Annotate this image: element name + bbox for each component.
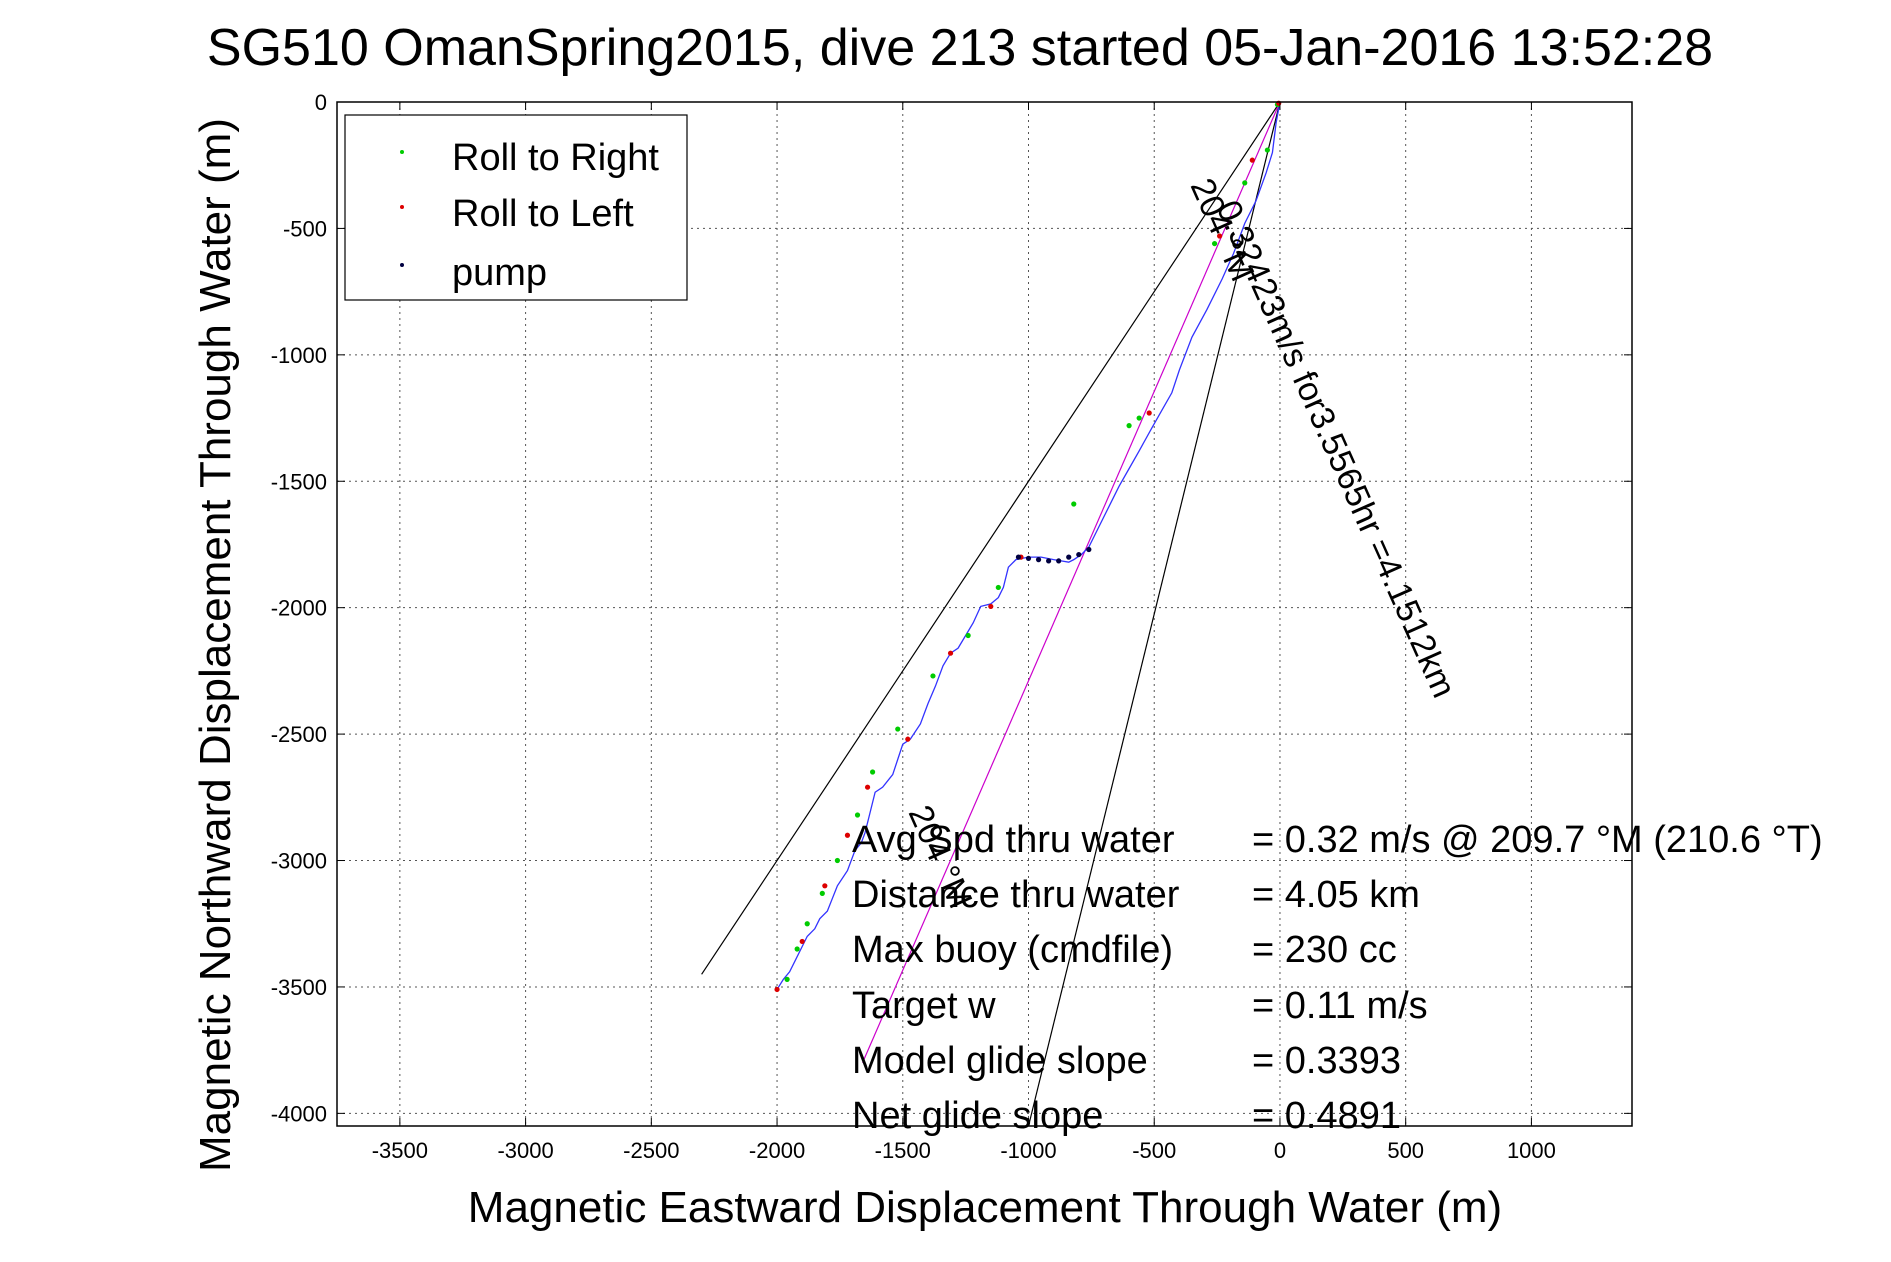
roll-right-marker <box>895 726 901 732</box>
x-tick-label: -3000 <box>497 1138 553 1163</box>
roll-left-marker <box>774 986 780 993</box>
roll-left-marker <box>1217 233 1223 239</box>
x-tick-label: 1000 <box>1507 1138 1556 1163</box>
chart-title: SG510 OmanSpring2015, dive 213 started 0… <box>207 19 1713 77</box>
reference-lines-layer <box>701 101 1281 1127</box>
y-tick-label: -1000 <box>271 343 327 368</box>
grid-layer <box>337 101 1632 1126</box>
roll-right-marker <box>1242 180 1248 186</box>
reference-line <box>861 101 1281 1064</box>
x-tick-label: 0 <box>1274 1138 1286 1163</box>
legend-marker-pump <box>400 263 404 267</box>
roll-right-marker <box>1211 240 1218 247</box>
roll-right-marker <box>854 812 861 818</box>
y-tick-label: 0 <box>315 90 327 115</box>
roll-right-marker <box>995 584 1001 591</box>
y-tick-label: -500 <box>283 216 327 241</box>
y-tick-label: -3500 <box>271 975 327 1000</box>
stats-block: Avg Spd thru water = 0.32 m/s @ 209.7 °M… <box>852 819 1823 1137</box>
roll-right-marker <box>965 632 971 639</box>
legend-label-roll-right: Roll to Right <box>452 137 659 179</box>
legend: Roll to Right Roll to Left pump <box>344 114 688 301</box>
roll-right-marker <box>1136 415 1142 421</box>
stat-label-target-w: Target w <box>852 985 996 1027</box>
roll-left-marker <box>822 883 828 889</box>
x-axis-label: Magnetic Eastward Displacement Through W… <box>468 1183 1502 1232</box>
roll-right-marker <box>1126 423 1132 429</box>
roll-left-marker <box>947 650 954 656</box>
stat-value-distance: = 4.05 km <box>1252 874 1420 916</box>
x-tick-label: -3500 <box>372 1138 428 1163</box>
y-tick-label: -1500 <box>271 469 327 494</box>
pump-marker <box>1086 546 1092 553</box>
roll-right-marker <box>1071 501 1077 507</box>
stat-value-net-glide: = 0.4891 <box>1252 1095 1401 1137</box>
x-tick-label: -1500 <box>875 1138 931 1163</box>
roll-left-marker <box>905 736 911 742</box>
roll-right-marker <box>1264 147 1270 153</box>
x-tick-label: -1000 <box>1000 1138 1056 1163</box>
x-tick-label: 500 <box>1387 1138 1424 1163</box>
roll-right-marker <box>870 769 876 775</box>
reference-line <box>701 101 1281 975</box>
legend-label-pump: pump <box>452 252 547 294</box>
stat-label-distance: Distance thru water <box>852 874 1180 916</box>
roll-right-marker <box>834 857 840 864</box>
stat-label-model-glide: Model glide slope <box>852 1040 1148 1082</box>
legend-marker-roll-right <box>400 150 404 154</box>
y-axis-label: Magnetic Northward Displacement Through … <box>191 118 240 1172</box>
roll-left-marker <box>988 603 994 610</box>
roll-right-marker <box>794 946 800 952</box>
x-tick-label: -2500 <box>623 1138 679 1163</box>
pump-marker <box>1015 554 1022 560</box>
pump-marker <box>1056 558 1062 564</box>
stat-value-max-buoy: = 230 cc <box>1252 929 1397 971</box>
roll-right-marker <box>804 921 810 927</box>
y-tick-label: -3000 <box>271 849 327 874</box>
legend-marker-roll-left <box>400 205 404 209</box>
roll-right-marker <box>784 976 790 982</box>
roll-left-marker <box>864 784 871 790</box>
roll-right-marker <box>819 890 825 896</box>
pump-marker <box>1076 551 1082 558</box>
stat-value-avg-speed: = 0.32 m/s @ 209.7 °M (210.6 °T) <box>1252 819 1823 861</box>
pump-marker <box>1035 557 1042 563</box>
x-tick-label: -500 <box>1132 1138 1176 1163</box>
x-tick-label: -2000 <box>749 1138 805 1163</box>
stat-label-net-glide: Net glide slope <box>852 1095 1103 1137</box>
pump-marker <box>1046 558 1052 564</box>
pump-marker <box>1066 554 1072 560</box>
y-tick-label: -2500 <box>271 722 327 747</box>
roll-left-marker <box>1249 157 1255 163</box>
legend-label-roll-left: Roll to Left <box>452 193 634 235</box>
roll-right-marker <box>930 673 936 679</box>
y-tick-label: -4000 <box>271 1101 327 1126</box>
pump-marker <box>1025 555 1032 561</box>
stat-label-max-buoy: Max buoy (cmdfile) <box>852 929 1173 971</box>
markers-layer <box>774 100 1282 993</box>
stat-label-avg-speed: Avg Spd thru water <box>852 819 1175 861</box>
plot-frame <box>336 101 1633 1127</box>
stat-value-model-glide: = 0.3393 <box>1252 1040 1401 1082</box>
tick-labels-layer: -3500 -3000 -2500 -2000 -1500 -1000 -500 0 500 10… <box>271 90 1632 1163</box>
stat-value-target-w: = 0.11 m/s <box>1252 985 1428 1027</box>
roll-left-marker <box>844 832 851 838</box>
y-tick-label: -2000 <box>271 596 327 621</box>
reference-line <box>1027 101 1281 1127</box>
roll-left-marker <box>799 938 805 945</box>
roll-left-marker <box>1146 410 1152 416</box>
